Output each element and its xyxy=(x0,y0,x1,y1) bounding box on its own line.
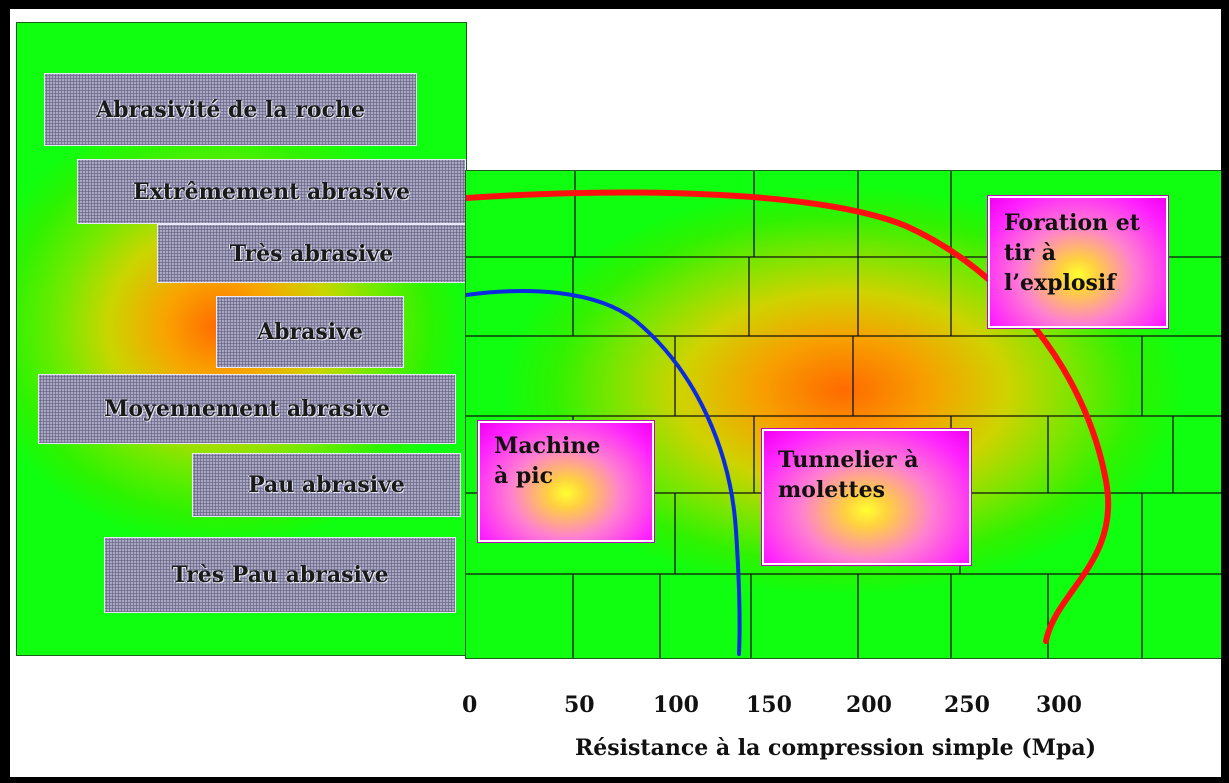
machine-boundary-curve xyxy=(466,289,742,656)
foration-line-1: Foration et xyxy=(1004,210,1140,236)
tick-250: 250 xyxy=(944,692,990,718)
tick-50: 50 xyxy=(564,692,595,718)
level-pau-abrasive: Pau abrasive xyxy=(192,453,461,517)
machine-a-pic-box: Machine à pic xyxy=(477,420,655,543)
foration-line-3: l’explosif xyxy=(1004,270,1116,296)
tick-100: 100 xyxy=(653,692,699,718)
abrasivity-title: Abrasivité de la roche xyxy=(44,73,417,146)
level-tres-pau-abrasive: Très Pau abrasive xyxy=(104,537,456,613)
tunnelier-line-2: molettes xyxy=(778,477,886,503)
machine-line-2: à pic xyxy=(494,463,554,489)
tunnelier-line-1: Tunnelier à xyxy=(778,447,919,473)
x-axis-label: Résistance à la compression simple (Mpa) xyxy=(575,735,1097,761)
level-tres-abrasive: Très abrasive xyxy=(157,224,466,283)
level-extremement-abrasive: Extrêmement abrasive xyxy=(77,159,466,224)
tunnelier-box: Tunnelier à molettes xyxy=(761,428,972,566)
tick-300: 300 xyxy=(1036,692,1082,718)
tick-0: 0 xyxy=(462,692,478,718)
level-abrasive: Abrasive xyxy=(216,296,404,368)
level-moyennement-abrasive: Moyennement abrasive xyxy=(38,374,456,444)
machine-line-1: Machine xyxy=(494,433,601,459)
foration-line-2: tir à xyxy=(1004,240,1057,266)
diagram-frame: Abrasivité de la roche Extrêmement abras… xyxy=(10,9,1221,777)
foration-box: Foration et tir à l’explosif xyxy=(987,195,1169,329)
tick-200: 200 xyxy=(846,692,892,718)
abrasivity-panel: Abrasivité de la roche Extrêmement abras… xyxy=(16,22,467,656)
method-grid-panel: Machine à pic Tunnelier à molettes Forat… xyxy=(465,170,1221,659)
tick-150: 150 xyxy=(746,692,792,718)
